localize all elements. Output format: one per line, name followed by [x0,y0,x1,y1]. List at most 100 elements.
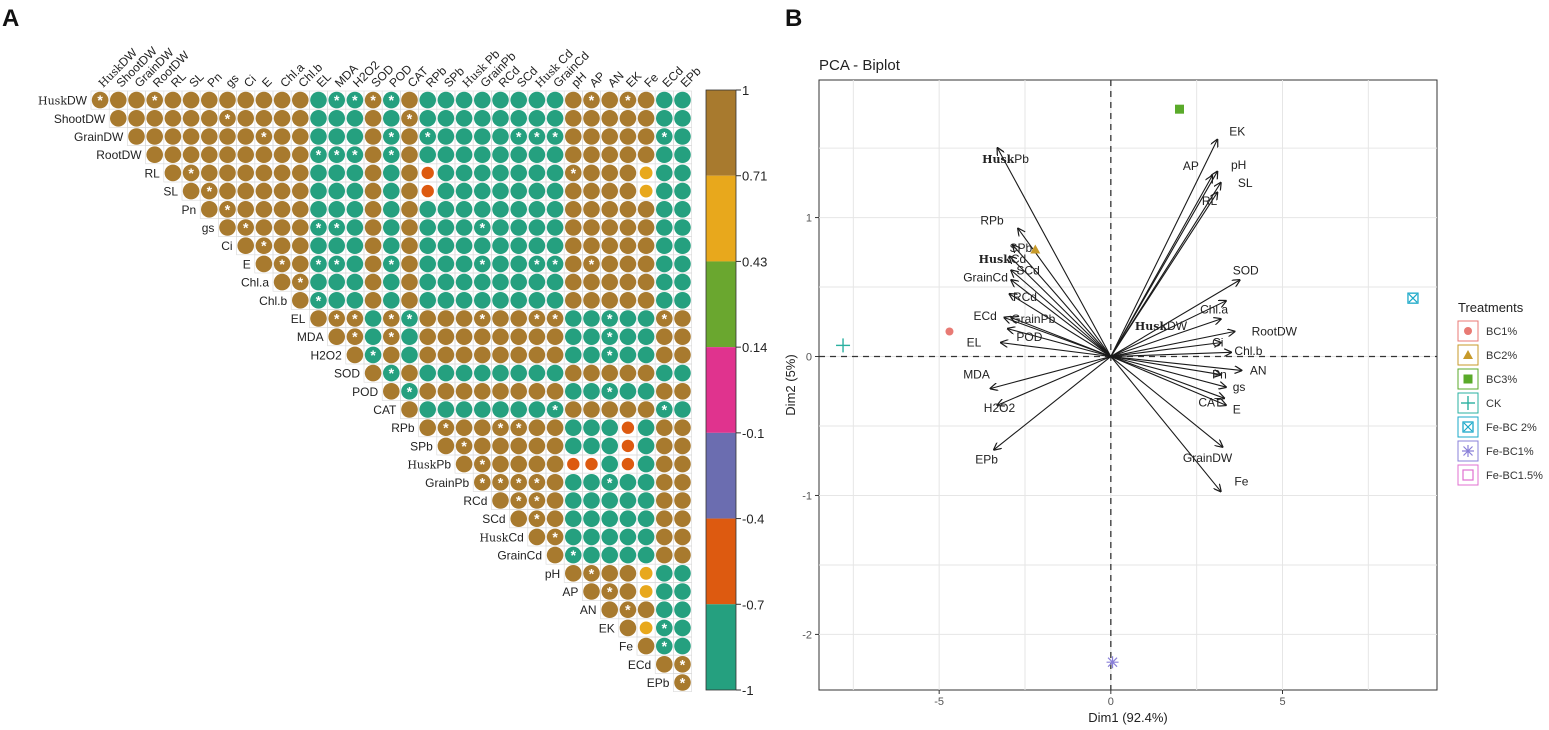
row-label-EK: EK [599,621,615,635]
heatmap-cell-AP-ECd [656,583,673,600]
legend-symbol-Fe-BC1.5% [1462,469,1474,481]
heatmap-cell-GrainDW-RL [164,128,182,145]
heatmap-cell-GrainDW-EK [619,128,637,145]
row-label-HuskDW: HuskDW [38,94,88,108]
loading-label-RPb: RPb [980,213,1004,227]
significance-star: * [680,656,686,672]
significance-star: * [389,329,395,345]
significance-star: * [662,620,668,636]
heatmap-cell-RPb-GrainPb [474,419,491,437]
heatmap-cell-RootDW-MDA [328,146,346,163]
heatmap-cell-pH-pH [565,565,582,582]
heatmap-cell-GrainDW-POD [383,128,400,145]
heatmap-cell-E-POD [383,255,400,273]
significance-star: * [534,311,540,327]
heatmap-cell-ShootDW-SL [182,110,200,127]
heatmap-cell-Ci-HuskPb [455,237,473,254]
significance-star: * [316,147,322,163]
heatmap-cell-RootDW-RootDW [146,146,163,163]
heatmap-cell-HuskDW-GrainCd [546,91,564,109]
heatmap-cell-gs-H2O2 [346,219,364,236]
loading-arrow-pH [1110,172,1217,357]
heatmap-cell-frame [673,673,692,692]
loading-arrow-Fe [1110,356,1221,492]
heatmap-cell-Chl.b-EPb [674,292,691,309]
heatmap-cell-RL-HuskCd [528,164,546,182]
loading-label-MDA: MDA [963,368,990,382]
row-label-pH: pH [545,567,560,581]
heatmap-cell-Ci-MDA [328,237,346,254]
heatmap-cell-Fe-Fe [637,637,655,655]
heatmap-cell-CAT-AN [601,401,618,418]
heatmap-cell-SL-EK [619,182,637,200]
row-label-RootDW: RootDW [96,148,142,162]
heatmap-cell-SL-GrainCd [546,182,564,200]
heatmap-cell-EL-pH [565,310,582,327]
heatmap-cell-Pn-Chl.a [273,201,291,218]
heatmap-cell-MDA-RCd [492,328,509,346]
column-label-E: E [259,75,275,91]
heatmap-cell-POD-RPb [419,383,437,400]
heatmap-cell-GrainPb-HuskCd [528,474,546,491]
heatmap-cell-SOD-pH [565,364,582,382]
heatmap-cell-Chl.a-H2O2 [346,273,364,291]
heatmap-cell-SL-SL [182,182,200,200]
heatmap-cell-POD-ECd [656,383,673,400]
significance-star: * [352,92,358,108]
heatmap-cell-HuskPb-HuskPb [455,455,473,473]
heatmap-cell-ShootDW-ECd [656,110,673,127]
heatmap-cell-Fe-ECd [656,637,673,655]
heatmap-cell-GrainCd-AN [601,546,618,564]
heatmap-cell-CAT-pH [565,401,582,418]
heatmap-cell-SL-AP [583,182,600,200]
heatmap-cell-Chl.b-RCd [492,292,509,309]
panel-b-label: B [785,5,802,32]
heatmap-cell-GrainPb-EK [619,474,637,491]
row-label-gs: gs [202,221,215,235]
heatmap-cell-Pn-CAT [401,201,418,218]
heatmap-cell-HuskDW-gs [219,91,236,109]
heatmap-cell-Chl.a-SPb [437,273,455,291]
heatmap-cell-GrainPb-RCd [492,474,509,491]
heatmap-cell-ShootDW-RPb [419,110,437,127]
heatmap-cell-gs-GrainCd [546,219,564,236]
heatmap-cell-ECd-EPb [674,656,691,673]
heatmap-cell-RL-H2O2 [346,164,364,182]
significance-star: * [680,675,686,691]
loading-arrow-Ci [1110,343,1221,358]
significance-star: * [480,456,486,472]
heatmap-cell-AP-AP [583,583,600,600]
heatmap-cell-Pn-E [255,201,273,218]
heatmap-cell-Chl.a-AN [601,273,618,291]
heatmap-cell-EL-SPb [437,310,455,327]
significance-star: * [516,420,522,436]
loading-label-SPb: SPb [1010,241,1033,255]
heatmap-cells: * * * * * * * * * * * * * * * * * * * * * * * * * * * * * * * * * * * * * * * *… [91,91,691,691]
column-label-Ci: Ci [241,72,259,90]
heatmap-cell-EL-CAT [401,310,418,327]
heatmap-cell-GrainDW-Chl.b [292,128,309,145]
heatmap-cell-HuskDW-MDA [328,91,346,109]
heatmap-cell-MDA-Fe [637,328,655,346]
heatmap-cell-SL-E [255,182,273,200]
row-label-SPb: SPb [410,439,433,453]
significance-star: * [370,92,376,108]
heatmap-cell-pH-EK [619,565,637,582]
heatmap-cell-HuskDW-EK [619,91,637,109]
heatmap-cell-Ci-E [255,237,273,254]
row-label-HuskCd: HuskCd [479,530,523,544]
heatmap-cell-HuskDW-E [255,91,273,109]
heatmap-cell-RootDW-GrainPb [474,146,491,163]
heatmap-cell-H2O2-SPb [437,346,455,364]
heatmap-cell-RootDW-E [255,146,273,163]
loading-label-Fe: Fe [1234,475,1248,489]
heatmap-cell-gs-gs [219,219,236,236]
significance-star: * [334,256,340,272]
heatmap-cell-SL-AN [601,182,618,200]
heatmap-cell-RPb-RCd [492,419,509,437]
heatmap-cell-HuskDW-Chl.a [273,91,291,109]
heatmap-cell-EL-SOD [364,310,382,327]
heatmap-cell-POD-HuskPb [455,383,473,400]
heatmap-cell-Ci-AP [583,237,600,254]
significance-star: * [607,329,613,345]
